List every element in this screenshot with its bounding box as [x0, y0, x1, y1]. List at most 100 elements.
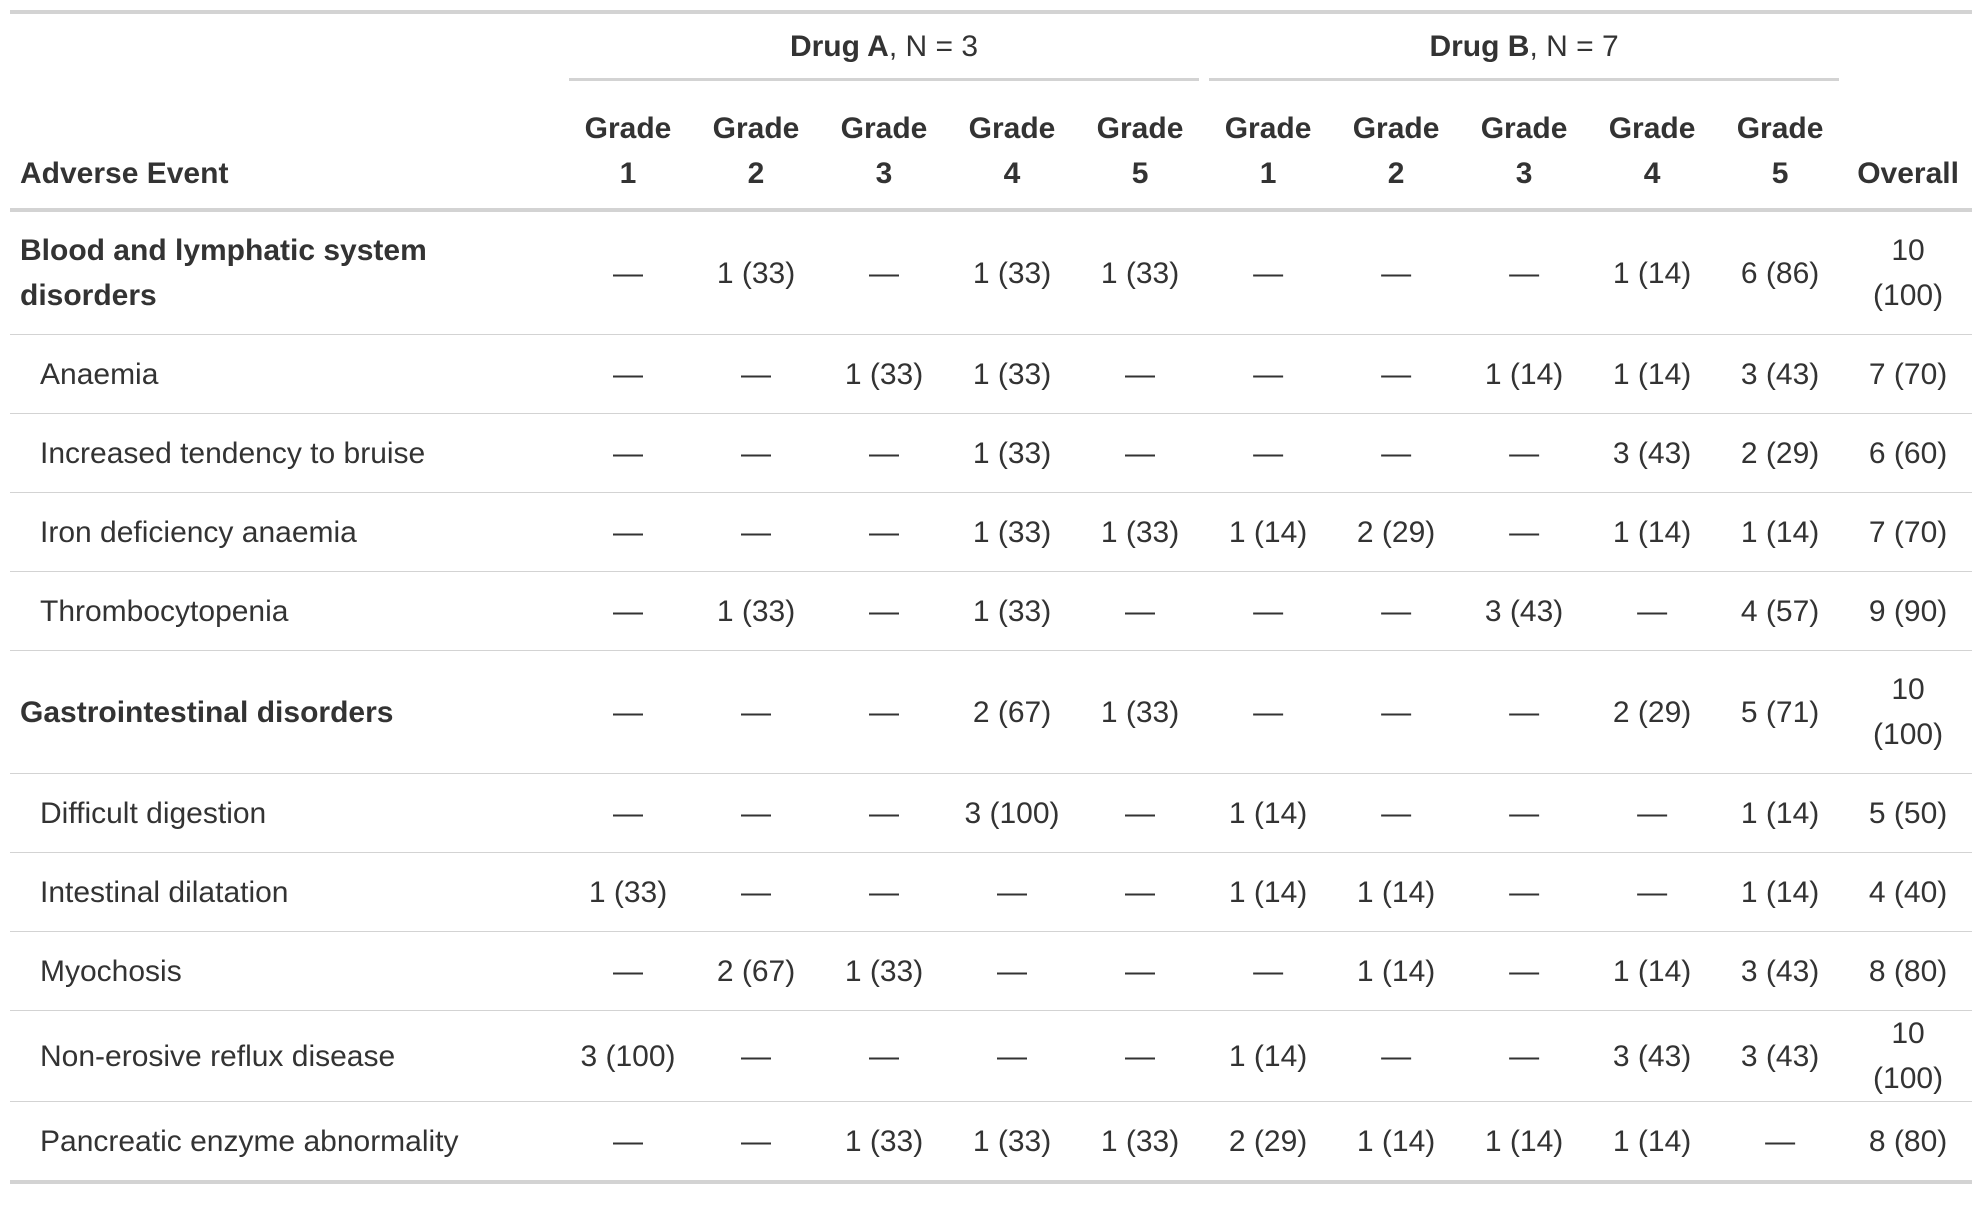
item-label: Pancreatic enzyme abnormality	[10, 1101, 564, 1183]
column-header: Grade 1	[1204, 82, 1333, 212]
item-row: Iron deficiency anaemia — — —1 (33) 1 (33) 1 …	[10, 492, 1972, 572]
item-label: Increased tendency to bruise	[10, 413, 564, 493]
cell: 3 (43)	[1460, 571, 1589, 651]
cell: —	[820, 773, 948, 853]
group-row: Blood and lymphatic system disorders —1 (…	[10, 210, 1972, 335]
cell: 1 (14)	[1204, 492, 1333, 572]
cell: 2 (29)	[1204, 1101, 1333, 1183]
cell: 4 (57)	[1716, 571, 1845, 651]
cell: —	[820, 413, 948, 493]
cell: 1 (33)	[948, 334, 1076, 414]
cell: 1 (33)	[1076, 1101, 1205, 1183]
spanner-header: Drug A, N = 3	[564, 12, 1204, 82]
group-label: Blood and lymphatic system disorders	[10, 210, 564, 335]
cell: —	[1076, 571, 1205, 651]
cell: —	[564, 1101, 692, 1183]
column-header: Grade 4	[948, 82, 1076, 212]
cell: 3 (43)	[1588, 413, 1717, 493]
spanner-label: Drug A, N = 3	[569, 16, 1200, 81]
cell: 1 (33)	[948, 571, 1076, 651]
column-header: Grade 2	[1332, 82, 1461, 212]
column-header: Grade 4	[1588, 82, 1717, 212]
cell: 2 (29)	[1716, 413, 1845, 493]
empty-header	[10, 12, 564, 82]
cell: 5 (71)	[1716, 650, 1845, 774]
column-header-row: Adverse Event Grade 1 Grade 2 Grade 3 Grade …	[10, 82, 1972, 212]
cell: —	[1204, 931, 1333, 1011]
group-label: Gastrointestinal disorders	[10, 650, 564, 774]
empty-header	[1844, 12, 1972, 82]
cell: —	[820, 852, 948, 932]
cell: 3 (100)	[948, 773, 1076, 853]
cell: 6 (86)	[1716, 210, 1845, 335]
cell: 6 (60)	[1844, 413, 1972, 493]
cell: —	[1460, 931, 1589, 1011]
cell: —	[692, 852, 820, 932]
column-header: Adverse Event	[10, 82, 564, 212]
cell: —	[564, 413, 692, 493]
item-label: Thrombocytopenia	[10, 571, 564, 651]
cell: —	[692, 773, 820, 853]
spanner-name: Drug A	[789, 29, 889, 63]
cell: 1 (33)	[820, 1101, 948, 1183]
cell: —	[564, 931, 692, 1011]
cell: 1 (14)	[1332, 1101, 1461, 1183]
cell: 1 (33)	[1076, 210, 1205, 335]
cell: —	[1204, 650, 1333, 774]
cell: 1 (14)	[1460, 1101, 1589, 1183]
cell: —	[1076, 931, 1205, 1011]
cell: 1 (33)	[948, 210, 1076, 335]
cell: —	[1332, 571, 1461, 651]
cell: 1 (33)	[820, 334, 948, 414]
cell: 1 (14)	[1588, 334, 1717, 414]
cell: —	[1332, 413, 1461, 493]
column-header: Grade 5	[1076, 82, 1205, 212]
cell: 1 (33)	[948, 1101, 1076, 1183]
cell: 2 (29)	[1332, 492, 1461, 572]
group-row: Gastrointestinal disorders — — —2 (67) 1 (33…	[10, 650, 1972, 774]
cell: 10 (100)	[1844, 1010, 1972, 1102]
item-label: Non-erosive reflux disease	[10, 1010, 564, 1102]
cell: —	[948, 1010, 1076, 1102]
item-row: Anaemia — —1 (33) 1 (33) — — —1 (14) 1 (14) 3 (4…	[10, 334, 1972, 414]
cell: —	[1204, 210, 1333, 335]
cell: 4 (40)	[1844, 852, 1972, 932]
cell: 2 (67)	[692, 931, 820, 1011]
item-row: Myochosis —2 (67) 1 (33) — — —1 (14) —1 (14) 3 …	[10, 931, 1972, 1011]
cell: 1 (33)	[1076, 650, 1205, 774]
cell: 1 (14)	[1204, 852, 1333, 932]
cell: 1 (14)	[1588, 1101, 1717, 1183]
item-row: Intestinal dilatation 1 (33) — — — —1 (14) 1 (…	[10, 852, 1972, 932]
cell: —	[1332, 773, 1461, 853]
cell: 1 (33)	[692, 210, 820, 335]
cell: —	[1076, 773, 1205, 853]
item-label: Iron deficiency anaemia	[10, 492, 564, 572]
cell: —	[1460, 1010, 1589, 1102]
column-header: Overall	[1844, 82, 1972, 212]
table-header: Drug A, N = 3 Drug B, N = 7 Adverse Event G…	[10, 12, 1972, 212]
cell: —	[564, 773, 692, 853]
cell: —	[564, 334, 692, 414]
cell: —	[1588, 773, 1717, 853]
column-header: Grade 1	[564, 82, 692, 212]
cell: 1 (33)	[1076, 492, 1205, 572]
cell: 1 (33)	[692, 571, 820, 651]
cell: —	[1076, 852, 1205, 932]
cell: —	[692, 650, 820, 774]
cell: —	[1076, 413, 1205, 493]
cell: —	[692, 1010, 820, 1102]
item-label: Anaemia	[10, 334, 564, 414]
cell: —	[692, 492, 820, 572]
cell: —	[820, 1010, 948, 1102]
cell: 1 (14)	[1716, 773, 1845, 853]
cell: —	[1332, 334, 1461, 414]
item-label: Myochosis	[10, 931, 564, 1011]
cell: 7 (70)	[1844, 492, 1972, 572]
cell: —	[948, 852, 1076, 932]
cell: 7 (70)	[1844, 334, 1972, 414]
cell: —	[564, 650, 692, 774]
adverse-event-table: Drug A, N = 3 Drug B, N = 7 Adverse Event G…	[10, 10, 1972, 1184]
cell: —	[564, 492, 692, 572]
item-label: Difficult digestion	[10, 773, 564, 853]
column-header: Grade 3	[1460, 82, 1589, 212]
